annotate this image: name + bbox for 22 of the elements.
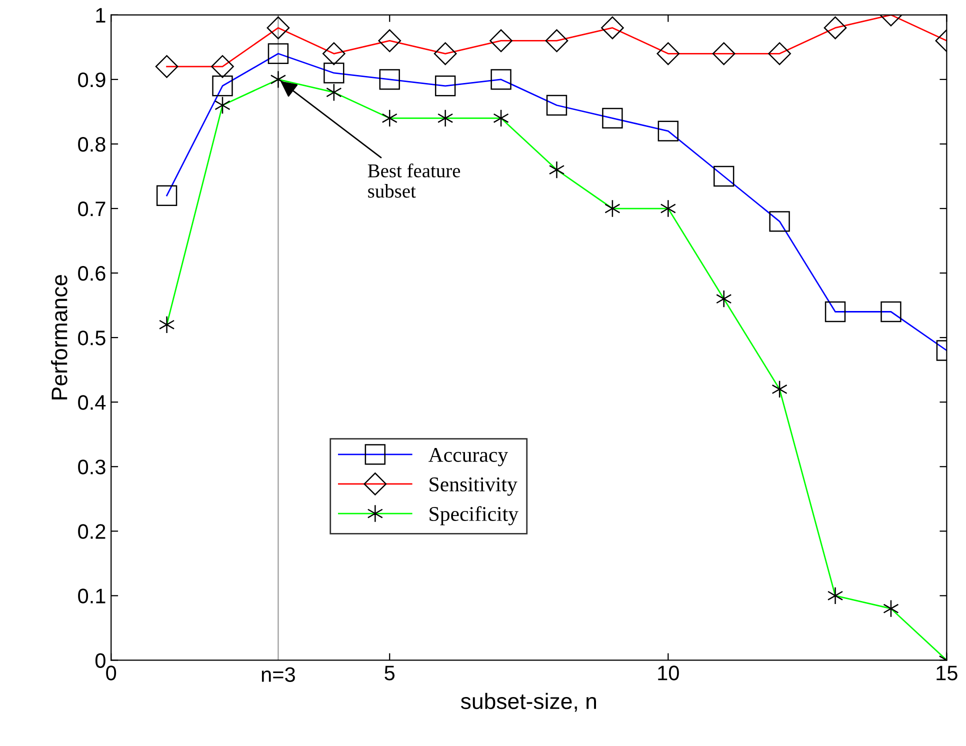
y-tick-label: 1 <box>96 8 106 22</box>
y-tick-label: 0.4 <box>78 395 106 410</box>
ref-line-label: n=3 <box>262 667 295 682</box>
legend-label: Accuracy <box>428 448 508 466</box>
x-axis-title: subset-size, n <box>460 692 596 712</box>
x-tick-label: 0 <box>106 666 116 680</box>
y-tick-label: 0.7 <box>78 202 106 216</box>
y-tick-label: 0.2 <box>78 524 106 539</box>
y-tick-label: 0.3 <box>78 460 106 474</box>
y-tick-label: 0.6 <box>78 266 106 281</box>
legend-label: Specificity <box>430 506 518 526</box>
annotation: Best feature subset <box>368 164 460 198</box>
x-tick-label: 15 <box>936 666 958 680</box>
y-tick-label: 0.1 <box>78 588 106 604</box>
y-tick-label: 0.9 <box>78 72 106 88</box>
x-tick-label: 5 <box>384 666 395 680</box>
y-tick-label: 0.5 <box>78 330 106 346</box>
legend-label: Sensitivity <box>430 477 518 496</box>
x-tick-label: 10 <box>658 666 679 680</box>
y-axis-title: Performance <box>51 274 68 400</box>
y-tick-label: 0 <box>95 653 106 668</box>
y-tick-label: 0.8 <box>78 136 106 152</box>
